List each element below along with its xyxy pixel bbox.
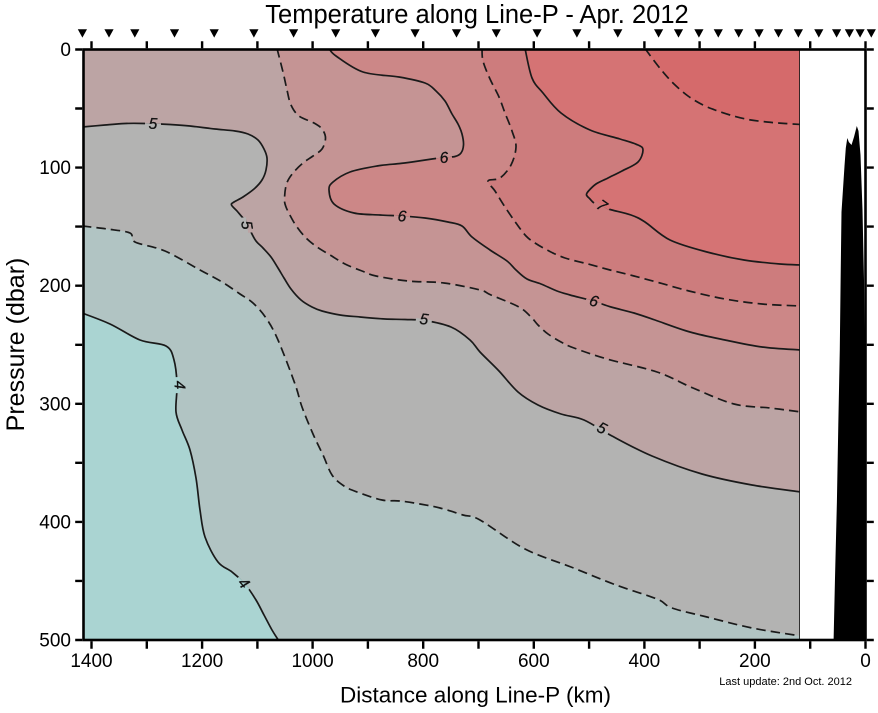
svg-text:0: 0 [860,651,871,672]
svg-text:1400: 1400 [70,651,112,672]
svg-text:500: 500 [39,631,71,652]
svg-text:0: 0 [60,40,71,61]
svg-text:6: 6 [439,149,449,167]
svg-text:6: 6 [397,208,407,226]
svg-text:Last update: 2nd Oct. 2012: Last update: 2nd Oct. 2012 [719,676,852,688]
svg-text:5: 5 [148,116,158,133]
svg-text:1200: 1200 [181,651,223,672]
svg-text:5: 5 [237,220,255,231]
svg-text:1000: 1000 [291,651,333,672]
svg-text:400: 400 [39,512,71,533]
svg-text:Distance along Line-P (km): Distance along Line-P (km) [340,683,611,708]
svg-text:4: 4 [171,380,188,390]
svg-text:Temperature along Line-P - Apr: Temperature along Line-P - Apr. 2012 [265,1,688,29]
svg-text:200: 200 [739,651,771,672]
svg-text:300: 300 [39,394,71,415]
svg-text:5: 5 [419,311,430,329]
svg-text:Pressure (dbar): Pressure (dbar) [2,258,30,432]
svg-text:400: 400 [629,651,661,672]
svg-text:100: 100 [39,158,71,179]
svg-text:200: 200 [39,276,71,297]
svg-text:600: 600 [518,651,550,672]
svg-text:800: 800 [407,651,439,672]
